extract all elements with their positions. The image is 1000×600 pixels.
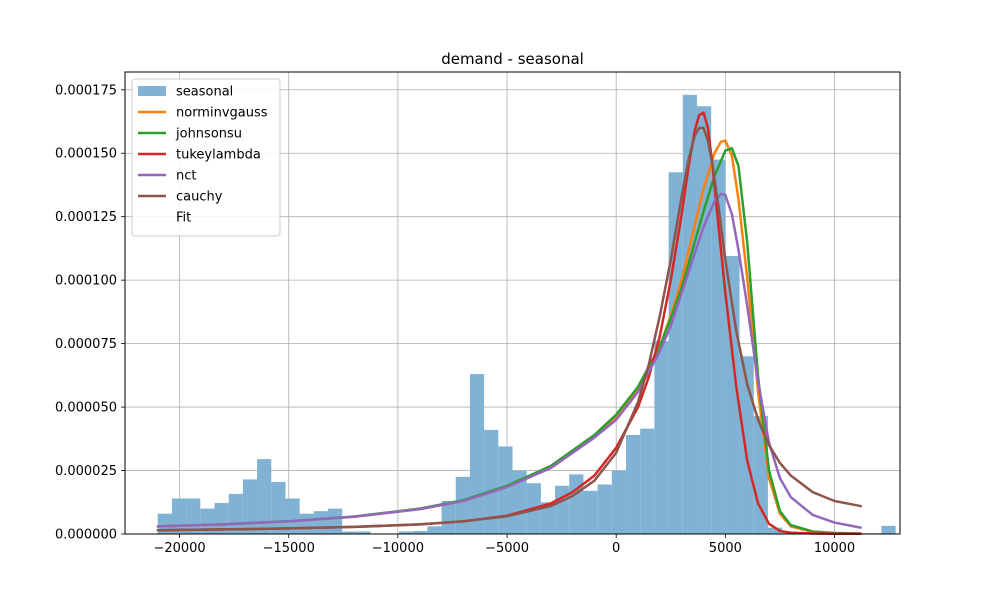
- legend-label-nct: nct: [176, 169, 196, 184]
- x-tick-label: −10000: [372, 541, 424, 556]
- legend: seasonal norminvgauss johnsonsu tukeylambda…: [131, 78, 281, 237]
- legend-swatch-seasonal: [138, 86, 166, 96]
- plot-frame: [124, 71, 901, 535]
- legend-label-tukeylambda: tukeylambda: [176, 148, 261, 163]
- histogram-bar: [512, 470, 527, 534]
- histogram-bar: [597, 484, 612, 534]
- histogram-bar: [214, 503, 229, 534]
- histogram-bar: [257, 459, 272, 534]
- y-tick-label: 0.000025: [55, 464, 117, 479]
- histogram-bar: [668, 172, 683, 534]
- x-tick-label: 5000: [709, 541, 742, 556]
- y-tick-label: 0.000075: [55, 337, 117, 352]
- legend-label-johnsonsu: johnsonsu: [175, 127, 242, 142]
- histogram-bar: [540, 502, 556, 534]
- histogram-bar: [313, 511, 329, 534]
- histogram-bar: [356, 531, 371, 534]
- histogram-bar: [640, 428, 655, 534]
- histogram-bar: [696, 106, 712, 535]
- histogram-bar: [484, 429, 499, 534]
- x-tick-label: −20000: [153, 541, 205, 556]
- histogram-bar: [242, 479, 258, 534]
- y-tick-label: 0.000050: [55, 401, 117, 416]
- y-tick-label: 0.000125: [55, 210, 117, 225]
- histogram-bar: [271, 481, 286, 534]
- histogram-bar: [441, 501, 456, 534]
- histogram-bar: [626, 435, 641, 534]
- histogram-bar: [654, 341, 669, 534]
- x-tick-label: −5000: [485, 541, 529, 556]
- histogram-bar: [881, 525, 896, 534]
- histogram-bar: [739, 356, 754, 534]
- histogram-bar: [285, 498, 300, 534]
- legend-box: [131, 78, 281, 237]
- histogram-bar: [342, 531, 357, 534]
- y-tick-label: 0.000100: [55, 274, 117, 289]
- y-axis: 0.000000 0.000025 0.000050 0.000075 0.000100…: [55, 83, 125, 543]
- x-tick-label: −15000: [263, 541, 315, 556]
- histogram-bar: [427, 526, 442, 534]
- y-tick-label: 0.000150: [55, 147, 117, 162]
- fit-curves: [156, 111, 862, 535]
- y-tick-label: 0.000175: [55, 83, 117, 98]
- legend-label-Fit: Fit: [176, 211, 191, 226]
- histogram-bar: [498, 446, 513, 534]
- histogram-bar: [555, 485, 570, 534]
- series-line-nct: [156, 192, 862, 529]
- histogram-bar: [767, 527, 783, 534]
- legend-label-cauchy: cauchy: [176, 190, 223, 205]
- legend-label-norminvgauss: norminvgauss: [176, 106, 268, 121]
- histogram-bar: [569, 474, 584, 534]
- y-tick-label: 0.000000: [55, 528, 117, 543]
- histogram-bar: [413, 530, 428, 534]
- histogram-bar: [682, 94, 697, 534]
- legend-label-seasonal: seasonal: [176, 85, 233, 100]
- histogram-bar: [200, 508, 215, 534]
- histogram-bar: [611, 470, 627, 534]
- histogram-bar: [328, 508, 343, 534]
- histogram-bar: [583, 490, 598, 534]
- chart-title: demand - seasonal: [441, 50, 584, 68]
- series-line-cauchy: [156, 126, 862, 532]
- x-tick-label: 0: [612, 541, 620, 556]
- histogram-bar: [398, 531, 414, 534]
- x-tick-label: 10000: [814, 541, 855, 556]
- histogram-bar: [469, 374, 485, 534]
- histogram-bar: [455, 476, 470, 534]
- histogram-bar: [299, 513, 314, 534]
- x-axis: −20000 −15000 −10000 −5000 0 5000 10000: [153, 534, 855, 556]
